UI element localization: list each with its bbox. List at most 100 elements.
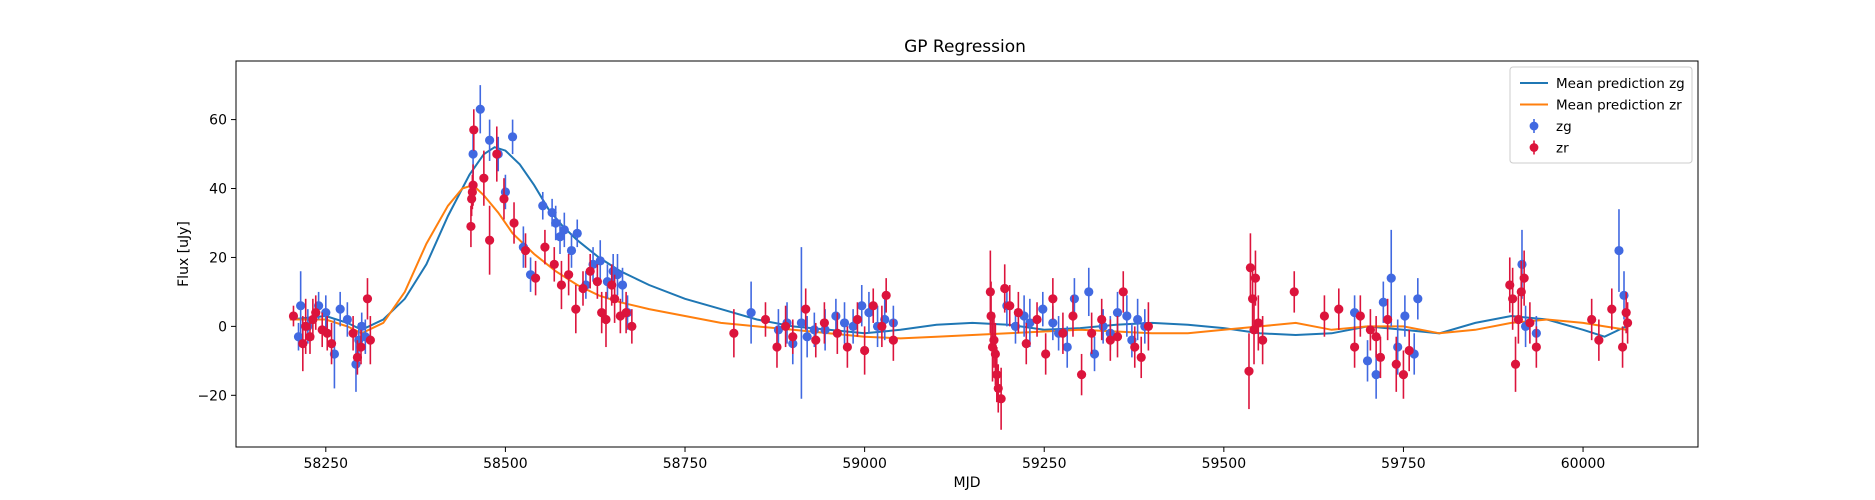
point-marker [551,218,561,228]
data-point-zg [595,240,605,282]
data-point-zr [1041,333,1051,375]
data-point-zr [1531,326,1541,368]
data-point-zr [492,126,502,182]
x-axis-label: MJD [954,475,981,491]
point-marker [1118,287,1128,297]
point-marker [1525,318,1535,328]
point-marker [479,173,489,183]
y-tick-label: 20 [209,250,227,266]
point-marker [1041,349,1051,359]
point-marker [1386,273,1396,283]
data-point-zr [597,291,607,334]
data-point-zr [1371,316,1381,358]
data-point-zg [551,205,561,241]
data-point-zr [311,295,321,330]
point-marker [848,321,858,331]
legend-marker-swatch [1529,121,1539,131]
data-point-zg [351,336,361,392]
data-point-zr [780,305,791,348]
data-point-zr [989,312,999,368]
point-marker [322,328,332,338]
legend-entry: Mean prediction zr [1520,98,1682,114]
point-marker [809,325,819,335]
point-marker [469,125,479,135]
data-point-zr [1525,302,1535,344]
point-marker [357,321,367,331]
point-marker [492,149,502,159]
data-point-zr [1048,278,1058,320]
point-marker [507,132,518,142]
point-marker [571,304,581,314]
data-point-zr [1130,326,1140,368]
point-marker [842,342,852,352]
point-marker [1250,273,1261,283]
data-point-zr [811,322,821,358]
point-marker [1062,342,1072,352]
data-point-zr [1013,291,1023,334]
data-point-zr [996,367,1006,430]
point-marker [547,208,557,218]
data-point-zr [468,164,478,206]
point-marker [1371,332,1381,342]
data-point-zg [1025,298,1035,348]
point-marker [595,256,605,266]
point-marker [1587,314,1597,325]
data-point-zr [592,264,602,299]
point-marker [352,352,363,362]
data-point-zr [1355,295,1365,337]
data-point-zg [839,302,850,344]
data-point-zr [365,316,375,365]
data-point-zg [335,291,345,327]
data-point-zr [1508,267,1518,330]
plot-area [288,85,1633,430]
data-point-zr [1519,250,1529,306]
point-marker [311,307,321,318]
point-marker [1349,342,1360,352]
x-tick-label: 59000 [842,456,887,472]
point-marker [627,321,637,331]
point-marker [1000,283,1010,294]
point-marker [1013,307,1023,318]
point-marker [559,225,569,235]
data-point-zg [475,85,485,134]
data-point-zr [540,229,550,265]
point-marker [617,280,628,290]
point-marker [801,304,811,314]
data-point-zr [479,150,489,206]
x-tick-label: 59250 [1022,456,1067,472]
data-point-zr [860,326,870,375]
data-point-zg [802,316,812,358]
point-marker [881,290,891,300]
data-point-zr [729,309,739,358]
point-marker [1038,304,1048,314]
point-marker [1621,307,1631,318]
data-point-zr [1105,319,1115,361]
point-marker [860,345,870,356]
data-point-zr [621,291,631,334]
data-point-zr [1289,271,1299,313]
data-point-zg [1362,340,1373,382]
point-marker [877,321,887,331]
data-point-zr [530,260,541,296]
data-point-zr [772,326,782,368]
y-tick-label: 0 [218,319,227,335]
point-marker [1398,370,1409,380]
data-point-zr [832,312,842,354]
point-marker [1619,290,1629,300]
point-marker [564,270,574,280]
x-tick-label: 58750 [663,456,708,472]
data-point-zr [801,288,811,330]
x-tick-label: 59500 [1202,456,1247,472]
point-marker [832,328,842,338]
point-marker [1510,359,1521,369]
point-marker [485,135,495,145]
y-tick-label: 60 [209,113,227,129]
data-point-zr [1334,288,1344,330]
y-axis-label: Flux [uJy] [176,221,192,287]
point-marker [989,335,999,345]
data-point-zr [1118,271,1128,313]
point-marker [1084,287,1094,297]
data-point-zr [1032,302,1042,337]
data-point-zg [1400,295,1410,337]
point-marker [996,394,1006,404]
